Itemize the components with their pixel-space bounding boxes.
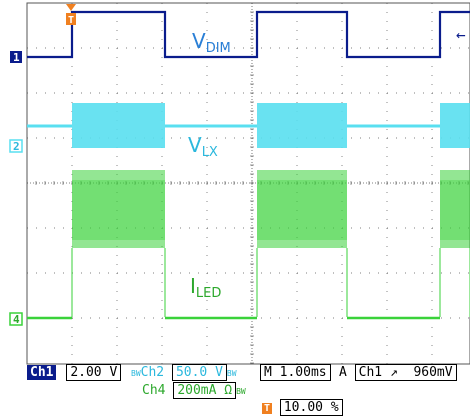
iled-ripple-burst	[440, 170, 470, 248]
trigger-position-readout[interactable]: T 10.00 %	[262, 399, 343, 417]
trigger-position-icon: T	[262, 403, 273, 414]
acquisition-mode: A	[339, 365, 347, 380]
svg-text:2: 2	[13, 140, 20, 153]
ch2-bw-mark: BW	[131, 369, 141, 378]
svg-text:1: 1	[13, 51, 20, 64]
ch4-scale-readout[interactable]: Ch4 200mA Ω BW	[142, 382, 246, 400]
iled-ripple-burst	[257, 170, 347, 248]
vlx-switching-burst	[257, 103, 347, 148]
svg-text:T: T	[68, 15, 74, 26]
ch2-bw-mark-2: BW	[226, 369, 237, 378]
ch2-tag: Ch2	[140, 365, 165, 380]
iled-ripple-core	[72, 180, 165, 240]
ch1-scale-readout[interactable]: Ch1 2.00 V	[27, 364, 122, 381]
trigger-readout[interactable]: A Ch1 ↗ 960mV	[339, 364, 457, 381]
timebase: M 1.00ms	[260, 364, 331, 381]
ch2-scale: 50.0 V	[171, 364, 227, 381]
trigger-position-marker[interactable]: T	[66, 4, 76, 26]
trigger-settings: Ch1 ↗ 960mV	[354, 364, 457, 381]
trace-label-vdim: VDIM	[192, 29, 231, 56]
vlx-switching-burst	[440, 103, 470, 148]
svg-text:4: 4	[13, 313, 20, 326]
timebase-readout[interactable]: M 1.00ms	[260, 364, 331, 381]
trigger-slope-icon: ↗	[389, 365, 398, 380]
ch4-scale: 200mA Ω	[173, 382, 237, 399]
ch4-tag: Ch4	[142, 383, 166, 398]
ch2-scale-readout[interactable]: BWCh2 50.0 V BW	[131, 364, 237, 382]
ch1-tag: Ch1	[27, 365, 57, 380]
trace-label-vlx: VLX	[188, 133, 218, 160]
ch4-marker[interactable]: 4	[9, 312, 23, 326]
offscreen-arrow-icon: ←	[456, 25, 466, 44]
ch2-marker[interactable]: 2	[9, 139, 23, 153]
vlx-switching-burst	[72, 103, 165, 148]
iled-ripple-core	[440, 180, 470, 240]
ch1-scale: 2.00 V	[66, 364, 122, 381]
ch1-marker[interactable]: 1	[10, 51, 22, 64]
ch4-bw-mark: BW	[236, 387, 246, 396]
iled-ripple-burst	[72, 170, 165, 248]
switching-bursts	[71, 103, 470, 317]
trigger-position-value: 10.00 %	[279, 399, 343, 416]
iled-ripple-core	[257, 180, 347, 240]
trace-label-iled: ILED	[190, 274, 221, 301]
